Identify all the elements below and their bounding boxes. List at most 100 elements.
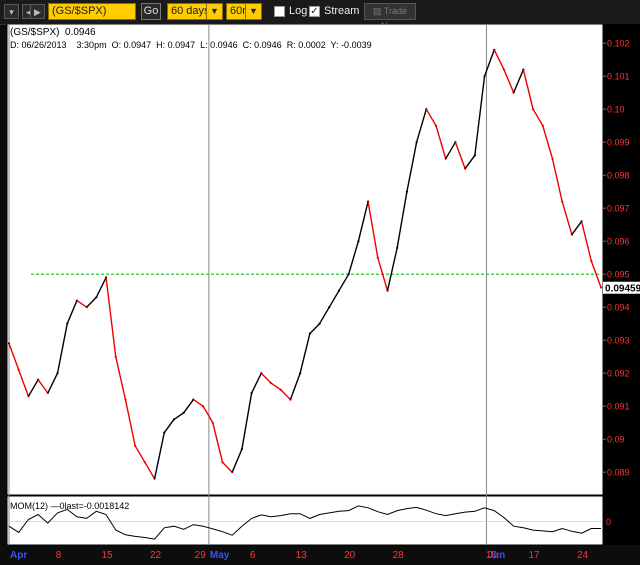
price-segment (222, 461, 233, 473)
period-select[interactable]: 60 days ▼ (167, 3, 223, 20)
price-segment (241, 392, 253, 450)
price-segment (513, 69, 525, 93)
price-segment (561, 201, 573, 235)
y-tick-label: 0.093 (607, 336, 630, 346)
price-segment (503, 69, 515, 93)
price-segment (406, 142, 418, 192)
price-segment (27, 379, 39, 397)
price-segment (309, 323, 321, 335)
y-tick-label: 0.102 (607, 39, 630, 49)
price-segment (76, 300, 88, 308)
price-segment (163, 418, 175, 434)
price-panel (6, 24, 604, 496)
x-tick-label: 28 (393, 550, 405, 561)
momentum-line (8, 505, 601, 540)
price-segment (386, 247, 398, 291)
price-segment (483, 49, 495, 77)
price-segment (105, 277, 117, 357)
x-tick-label: Apr (10, 550, 27, 561)
price-segment (522, 69, 534, 110)
price-segment (348, 241, 360, 275)
momentum-series (8, 505, 601, 540)
momentum-header: MOM(12) —0last=-0.0018142 (10, 501, 129, 511)
price-segment (328, 290, 340, 308)
price-segment (377, 257, 389, 291)
y-tick-label: 0.096 (607, 237, 630, 247)
x-tick-label: Jun (487, 550, 505, 561)
chevron-down-icon: ▼ (245, 4, 261, 19)
last-value-label: 0.09459 (605, 284, 640, 295)
y-axis: 0.102 0.101 0.10 0.099 0.098 0.097 0.096 0.095 0… (603, 39, 640, 527)
price-segment (454, 141, 466, 169)
price-segment (231, 448, 243, 473)
indicator-panel (6, 495, 604, 546)
chart-toolbar: ▾ ◀ ▶ (GS/$SPX) Go 60 days▼ 60m▼ Log ✓ S… (0, 0, 640, 31)
stream-checkbox[interactable]: ✓ (309, 6, 320, 17)
chart-symbol-header: (GS/$SPX) 0.0946 (10, 27, 96, 38)
price-segment (415, 109, 427, 143)
symbol-input[interactable]: (GS/$SPX) (48, 3, 136, 20)
forward-icon[interactable]: ▶ (30, 4, 45, 19)
price-segment (153, 432, 165, 479)
y-tick-label: 0.098 (607, 171, 630, 181)
price-segment (435, 125, 447, 159)
x-tick-label: 10 (486, 550, 498, 561)
y-tick-label: 0.101 (607, 72, 630, 82)
log-checkbox[interactable] (274, 6, 285, 17)
price-segment (590, 260, 602, 288)
price-segment (425, 108, 437, 127)
trade-icon: ▨ (372, 6, 382, 16)
price-segment (367, 201, 379, 258)
price-segment (571, 220, 583, 236)
ohlc-readout: D: 06/26/2013 3:30pm O: 0.0947 H: 0.0947… (10, 40, 372, 50)
price-segment (464, 154, 476, 170)
price-segment (474, 76, 486, 156)
x-tick-label: 15 (101, 550, 113, 561)
x-tick-label: 17 (529, 550, 541, 561)
chart-area: 0.1020.1010.100.0990.0980.0970.0960.0950… (6, 24, 640, 561)
price-segment (532, 108, 544, 127)
y-tick-label: 0.09 (607, 435, 625, 445)
price-segment (37, 379, 49, 394)
price-segment (580, 221, 592, 262)
price-segment (95, 277, 107, 298)
y-tick-label: 0.089 (607, 468, 630, 478)
price-segment (493, 49, 505, 70)
go-button[interactable]: Go (141, 3, 161, 20)
price-segment (202, 405, 214, 424)
trade-now-button[interactable]: ▨ Trade Now (364, 3, 416, 31)
price-segment (445, 141, 457, 160)
price-segment (270, 382, 282, 391)
menu-icon[interactable]: ▾ (4, 4, 19, 19)
price-segment (173, 412, 185, 420)
price-segment (260, 372, 272, 384)
x-tick-label: 29 (195, 550, 207, 561)
y-tick-label: 0.097 (607, 204, 630, 214)
price-segment (192, 399, 204, 407)
price-segment (299, 333, 311, 374)
y-tick-label: 0.099 (607, 138, 630, 148)
price-segment (66, 300, 78, 324)
x-tick-label: 22 (150, 550, 162, 561)
x-tick-label: 8 (56, 550, 62, 561)
interval-select[interactable]: 60m ▼ (226, 3, 262, 20)
month-dividers (8, 25, 487, 544)
x-tick-label: 24 (577, 550, 589, 561)
price-segment (115, 356, 127, 400)
y-tick-label: 0.10 (607, 105, 625, 115)
price-segment (542, 125, 554, 159)
price-segment (183, 399, 194, 414)
price-segment (124, 399, 136, 446)
price-series (7, 48, 603, 480)
log-label: Log (289, 5, 308, 17)
price-segment (144, 461, 156, 480)
y-tick-label: 0.091 (607, 402, 630, 412)
y-tick-label: 0.095 (607, 270, 630, 280)
price-segment (56, 323, 68, 374)
y-tick-label: 0.092 (607, 369, 630, 379)
price-segment (134, 445, 146, 463)
last-value-badge (603, 281, 640, 294)
symbol-value: (GS/$SPX) (52, 5, 107, 17)
chevron-down-icon: ▼ (206, 4, 222, 19)
